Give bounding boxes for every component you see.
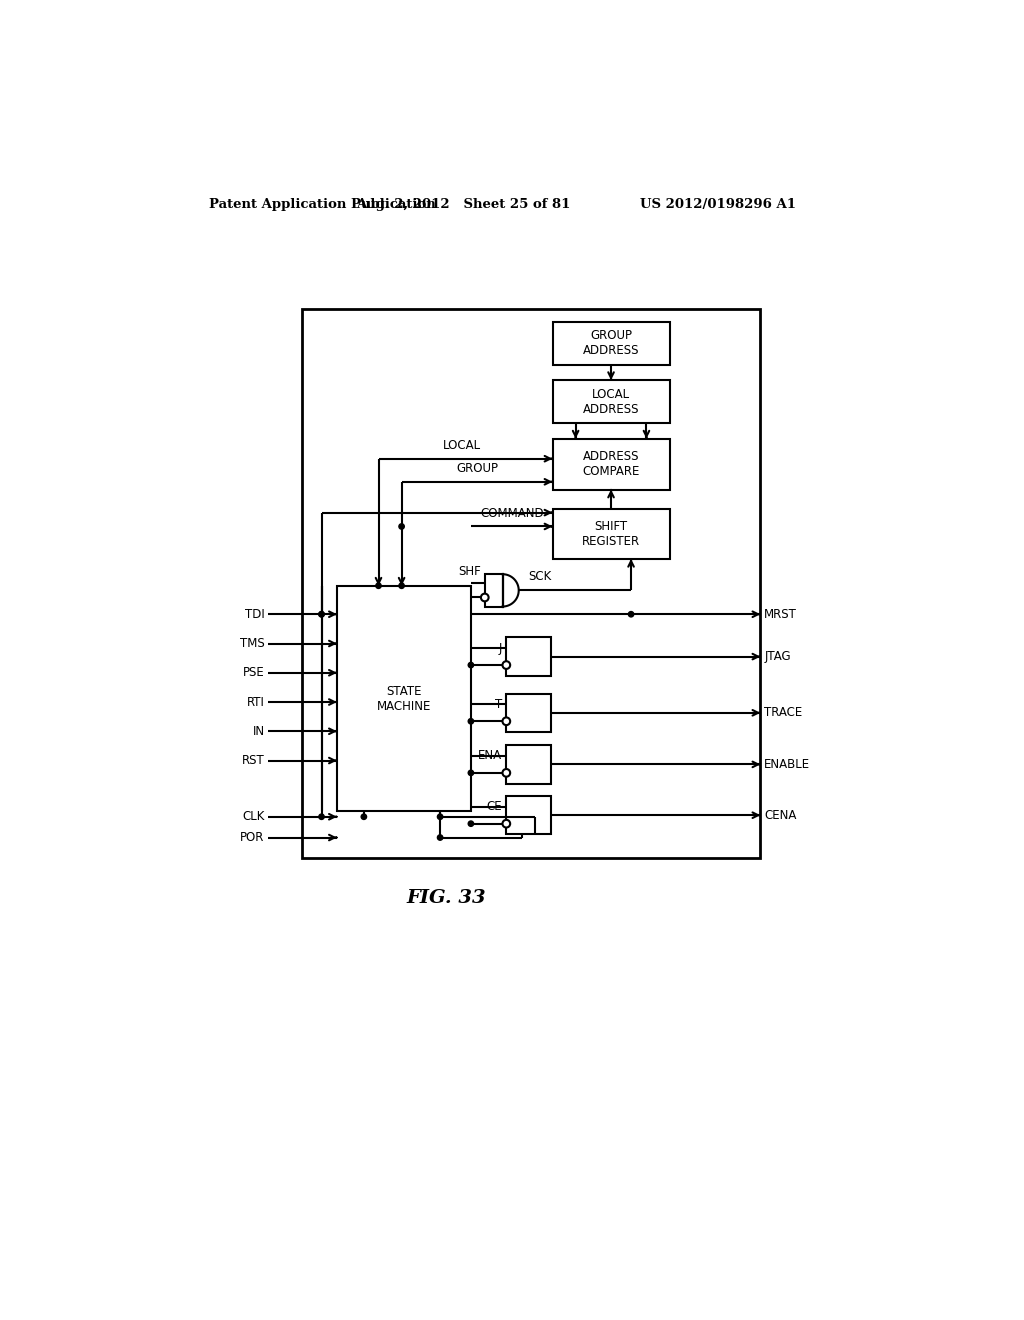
- Circle shape: [629, 611, 634, 616]
- Circle shape: [503, 661, 510, 669]
- Text: LOCAL: LOCAL: [442, 438, 480, 451]
- Text: ENABLE: ENABLE: [764, 758, 810, 771]
- Circle shape: [399, 524, 404, 529]
- Circle shape: [361, 814, 367, 820]
- Bar: [553, 508, 670, 558]
- Text: T: T: [496, 698, 503, 711]
- Text: TDI: TDI: [245, 607, 264, 620]
- Text: J: J: [499, 642, 503, 655]
- Text: STATE
MACHINE: STATE MACHINE: [377, 685, 431, 713]
- Bar: [506, 693, 551, 733]
- Text: JTAG: JTAG: [764, 649, 791, 663]
- Circle shape: [437, 814, 442, 820]
- Bar: [484, 574, 503, 607]
- Text: SHIFT
REGISTER: SHIFT REGISTER: [582, 520, 640, 548]
- Circle shape: [468, 663, 473, 668]
- Bar: [553, 438, 670, 490]
- Text: LOCAL
ADDRESS: LOCAL ADDRESS: [583, 388, 639, 416]
- Text: TRACE: TRACE: [764, 706, 803, 719]
- Bar: [506, 744, 551, 784]
- Text: CLK: CLK: [242, 810, 264, 824]
- Bar: [506, 638, 551, 676]
- Text: CE: CE: [486, 800, 503, 813]
- Text: CENA: CENA: [764, 809, 797, 822]
- Text: RTI: RTI: [247, 696, 264, 709]
- Bar: [553, 322, 670, 364]
- Text: GROUP: GROUP: [456, 462, 498, 475]
- Circle shape: [468, 770, 473, 776]
- Bar: [553, 380, 670, 424]
- Circle shape: [503, 770, 510, 776]
- Text: GROUP
ADDRESS: GROUP ADDRESS: [583, 329, 639, 358]
- Text: FIG. 33: FIG. 33: [407, 888, 486, 907]
- Circle shape: [503, 820, 510, 828]
- Circle shape: [437, 834, 442, 841]
- Circle shape: [468, 718, 473, 723]
- Text: US 2012/0198296 A1: US 2012/0198296 A1: [640, 198, 797, 211]
- Text: TMS: TMS: [240, 638, 264, 649]
- Circle shape: [399, 583, 404, 589]
- Text: IN: IN: [252, 725, 264, 738]
- Bar: [301, 309, 761, 858]
- Circle shape: [318, 611, 325, 616]
- Circle shape: [376, 583, 381, 589]
- Text: RST: RST: [242, 754, 264, 767]
- Text: ADDRESS
COMPARE: ADDRESS COMPARE: [583, 450, 640, 478]
- Text: Patent Application Publication: Patent Application Publication: [209, 198, 436, 211]
- Circle shape: [468, 821, 473, 826]
- Text: PSE: PSE: [243, 667, 264, 680]
- Text: SCK: SCK: [528, 570, 551, 583]
- Text: Aug. 2, 2012   Sheet 25 of 81: Aug. 2, 2012 Sheet 25 of 81: [356, 198, 570, 211]
- Text: POR: POR: [241, 832, 264, 843]
- Circle shape: [503, 718, 510, 725]
- Bar: [337, 586, 471, 812]
- Circle shape: [481, 594, 488, 602]
- Text: MRST: MRST: [764, 607, 797, 620]
- Text: ENA: ENA: [478, 750, 503, 763]
- Circle shape: [318, 611, 325, 616]
- Text: COMMAND: COMMAND: [480, 507, 544, 520]
- Text: SHF: SHF: [458, 565, 481, 578]
- Circle shape: [318, 814, 325, 820]
- Bar: [506, 796, 551, 834]
